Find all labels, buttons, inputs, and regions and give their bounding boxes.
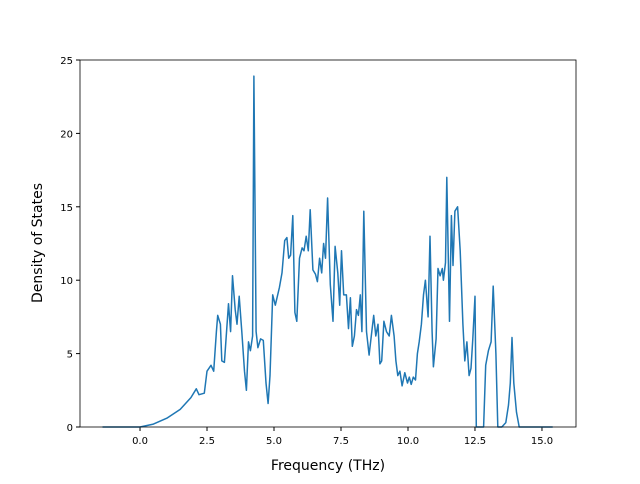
y-tick-label: 10 [60,276,73,287]
y-tick-label: 20 [60,129,73,140]
x-tick-label: 10.0 [397,436,419,447]
y-tick-label: 0 [67,423,73,434]
x-tick-label: 0.0 [132,436,148,447]
plot-frame [79,59,577,428]
y-axis-label: Density of States [30,183,46,303]
data-line [102,75,553,428]
y-tick-label: 15 [60,203,73,214]
y-tick-label: 5 [67,350,73,361]
y-tick-label: 25 [60,56,73,67]
x-axis-label: Frequency (THz) [271,458,385,474]
x-tick-label: 7.5 [333,436,349,447]
x-tick-label: 5.0 [266,436,282,447]
x-tick-label: 2.5 [199,436,215,447]
x-tick-label: 12.5 [464,436,486,447]
x-tick-label: 15.0 [531,436,553,447]
